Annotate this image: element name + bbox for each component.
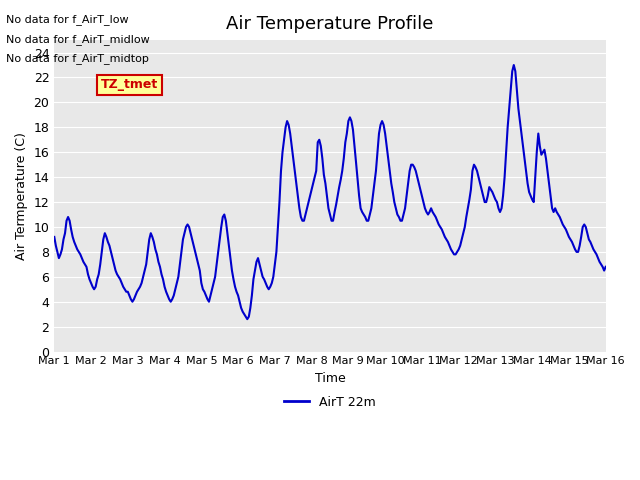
Text: No data for f_AirT_midlow: No data for f_AirT_midlow [6, 34, 150, 45]
Text: TZ_tmet: TZ_tmet [101, 78, 159, 91]
Y-axis label: Air Termperature (C): Air Termperature (C) [15, 132, 28, 260]
Text: No data for f_AirT_midtop: No data for f_AirT_midtop [6, 53, 149, 64]
Text: No data for f_AirT_low: No data for f_AirT_low [6, 14, 129, 25]
X-axis label: Time: Time [315, 372, 346, 385]
Title: Air Temperature Profile: Air Temperature Profile [227, 15, 434, 33]
Legend: AirT 22m: AirT 22m [279, 391, 381, 414]
